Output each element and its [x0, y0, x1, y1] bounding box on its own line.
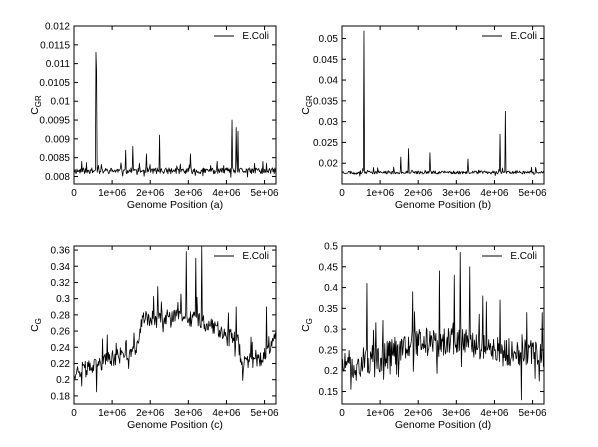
x-tick-label: 0: [71, 408, 77, 419]
y-tick-label: 0.25: [319, 345, 339, 356]
x-tick-label: 1e+06: [98, 408, 127, 419]
legend: E.Coli: [482, 251, 537, 262]
y-tick-label: 0.15: [319, 387, 339, 398]
x-tick-label: 4e+06: [480, 408, 509, 419]
y-tick-label: 0.2: [56, 375, 70, 386]
y-tick-label: 0.03: [319, 117, 339, 128]
x-tick-label: 4e+06: [480, 188, 509, 199]
x-tick-label: 3e+06: [442, 188, 471, 199]
y-tick-label: 0.0095: [39, 116, 70, 127]
y-tick-label: 0.28: [51, 310, 71, 321]
plot-frame: [341, 245, 545, 405]
chart-panel-c: 0 1e+06 2e+06 3e+06 4e+06 5e+06 0.18 0.2 0.22 0.2…: [29, 245, 280, 431]
y-tick-label: 0.05: [319, 34, 339, 45]
y-tick-label: 0.2: [324, 366, 338, 377]
y-tick-label: 0.011: [46, 59, 71, 70]
y-tick-label: 0.24: [51, 343, 71, 354]
x-tick-label: 2e+06: [136, 188, 165, 199]
y-tick-label: 0.26: [51, 327, 71, 338]
x-tick-label: 2e+06: [404, 188, 433, 199]
legend-label: E.Coli: [242, 31, 269, 42]
x-tick-label: 1e+06: [366, 188, 395, 199]
y-tick-label: 0.3: [56, 294, 70, 305]
y-tick-label: 0.008: [45, 172, 70, 183]
x-tick-label: 3e+06: [174, 408, 203, 419]
plot-frame: [73, 245, 277, 405]
series-line-c: [73, 245, 277, 393]
y-tick-label: 0.45: [319, 262, 339, 273]
y-tick-label: 0.045: [313, 55, 338, 66]
series-line-d: [341, 251, 545, 401]
plot-frame: [341, 25, 545, 185]
x-tick-label: 3e+06: [442, 408, 471, 419]
y-tick-label: 0.0115: [40, 40, 70, 51]
chart-panel-d: 0 1e+06 2e+06 3e+06 4e+06 5e+06 0.15 0.2 0.25 0.3…: [300, 242, 547, 432]
y-tick-label: 0.18: [51, 391, 71, 402]
chart-panel-a: 0 1e+06 2e+06 3e+06 4e+06 5e+06 0.008 0.0085 0.0…: [29, 22, 279, 212]
x-tick-label: 5e+06: [519, 188, 548, 199]
legend: E.Coli: [482, 31, 537, 42]
y-tick-label: 0.22: [51, 359, 71, 370]
y-axis-label: CG: [29, 318, 43, 332]
y-axis-label: CGR: [29, 95, 43, 115]
x-tick-label: 4e+06: [212, 408, 241, 419]
legend-label: E.Coli: [510, 31, 537, 42]
y-tick-label: 0.3: [324, 325, 338, 336]
x-tick-label: 0: [339, 408, 345, 419]
x-tick-label: 3e+06: [174, 188, 203, 199]
x-tick-label: 0: [339, 188, 345, 199]
x-tick-label: 5e+06: [519, 408, 548, 419]
y-tick-label: 0.009: [45, 134, 70, 145]
y-tick-label: 0.32: [51, 278, 71, 289]
legend: E.Coli: [214, 251, 269, 262]
x-axis-label: Genome Position (c): [127, 419, 223, 431]
x-tick-label: 0: [71, 188, 77, 199]
y-tick-label: 0.04: [319, 76, 339, 87]
x-axis-label: Genome Position (a): [127, 199, 223, 211]
y-tick-label: 0.34: [51, 262, 71, 273]
y-axis-label: CG: [300, 318, 314, 332]
series-line-a: [73, 51, 277, 178]
x-tick-label: 2e+06: [404, 408, 433, 419]
x-axis-label: Genome Position (b): [395, 199, 491, 211]
y-axis-label: CGR: [300, 95, 314, 115]
y-tick-label: 0.01: [51, 97, 71, 108]
y-tick-label: 0.02: [319, 159, 339, 170]
series-line-b: [341, 30, 545, 177]
y-tick-label: 0.4: [324, 283, 338, 294]
y-tick-label: 0.035: [313, 96, 338, 107]
x-axis-label: Genome Position (d): [395, 419, 491, 431]
legend-label: E.Coli: [242, 251, 269, 262]
x-tick-label: 1e+06: [366, 408, 395, 419]
y-tick-label: 0.0085: [39, 153, 70, 164]
plot-frame: [73, 25, 277, 185]
y-tick-label: 0.012: [45, 22, 70, 33]
x-tick-label: 4e+06: [212, 188, 241, 199]
y-tick-label: 0.0105: [39, 78, 70, 89]
chart-panel-b: 0 1e+06 2e+06 3e+06 4e+06 5e+06 0.02 0.025 0.03 0…: [300, 25, 548, 211]
x-tick-label: 1e+06: [98, 188, 127, 199]
legend-label: E.Coli: [510, 251, 537, 262]
x-tick-label: 5e+06: [251, 188, 280, 199]
y-tick-label: 0.5: [324, 242, 338, 253]
x-tick-label: 5e+06: [251, 408, 280, 419]
y-tick-label: 0.025: [313, 138, 338, 149]
x-tick-label: 2e+06: [136, 408, 165, 419]
y-tick-label: 0.36: [51, 246, 71, 257]
legend: E.Coli: [214, 31, 269, 42]
y-tick-label: 0.35: [319, 304, 339, 315]
